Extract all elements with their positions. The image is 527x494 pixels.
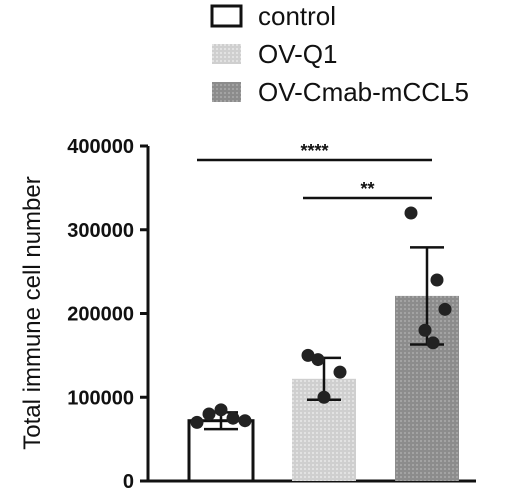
legend-label-1: OV-Q1	[258, 39, 337, 69]
y-tick-label-0: 0	[123, 471, 134, 493]
legend: control OV-Q1 OV-Cmab-mCCL5	[212, 1, 469, 107]
significance-label-0: ****	[300, 141, 328, 161]
legend-swatch-1	[212, 44, 241, 64]
data-point-1-1	[334, 366, 347, 379]
data-point-1-2	[318, 391, 331, 404]
significance-label-1: **	[360, 179, 374, 199]
data-point-2-1	[431, 274, 444, 287]
data-point-2-2	[427, 336, 440, 349]
legend-label-2: OV-Cmab-mCCL5	[258, 77, 469, 107]
y-tick-label-3: 300000	[67, 220, 134, 242]
legend-label-0: control	[258, 1, 336, 31]
data-point-2-0	[405, 207, 418, 220]
y-tick-label-2: 200000	[67, 304, 134, 326]
y-axis-label: Total immune cell number	[19, 176, 46, 449]
data-point-2-4	[419, 324, 432, 337]
data-point-2-3	[439, 303, 452, 316]
data-point-0-2	[215, 403, 228, 416]
data-point-0-0	[191, 416, 204, 429]
data-point-0-4	[239, 414, 252, 427]
legend-swatch-2	[212, 82, 241, 102]
data-point-0-1	[203, 408, 216, 421]
legend-swatch-0	[212, 6, 241, 26]
data-point-1-3	[312, 353, 325, 366]
significance-markers: ******	[197, 141, 432, 199]
data-point-0-3	[227, 412, 240, 425]
y-tick-label-4: 400000	[67, 136, 134, 158]
y-tick-label-1: 100000	[67, 387, 134, 409]
